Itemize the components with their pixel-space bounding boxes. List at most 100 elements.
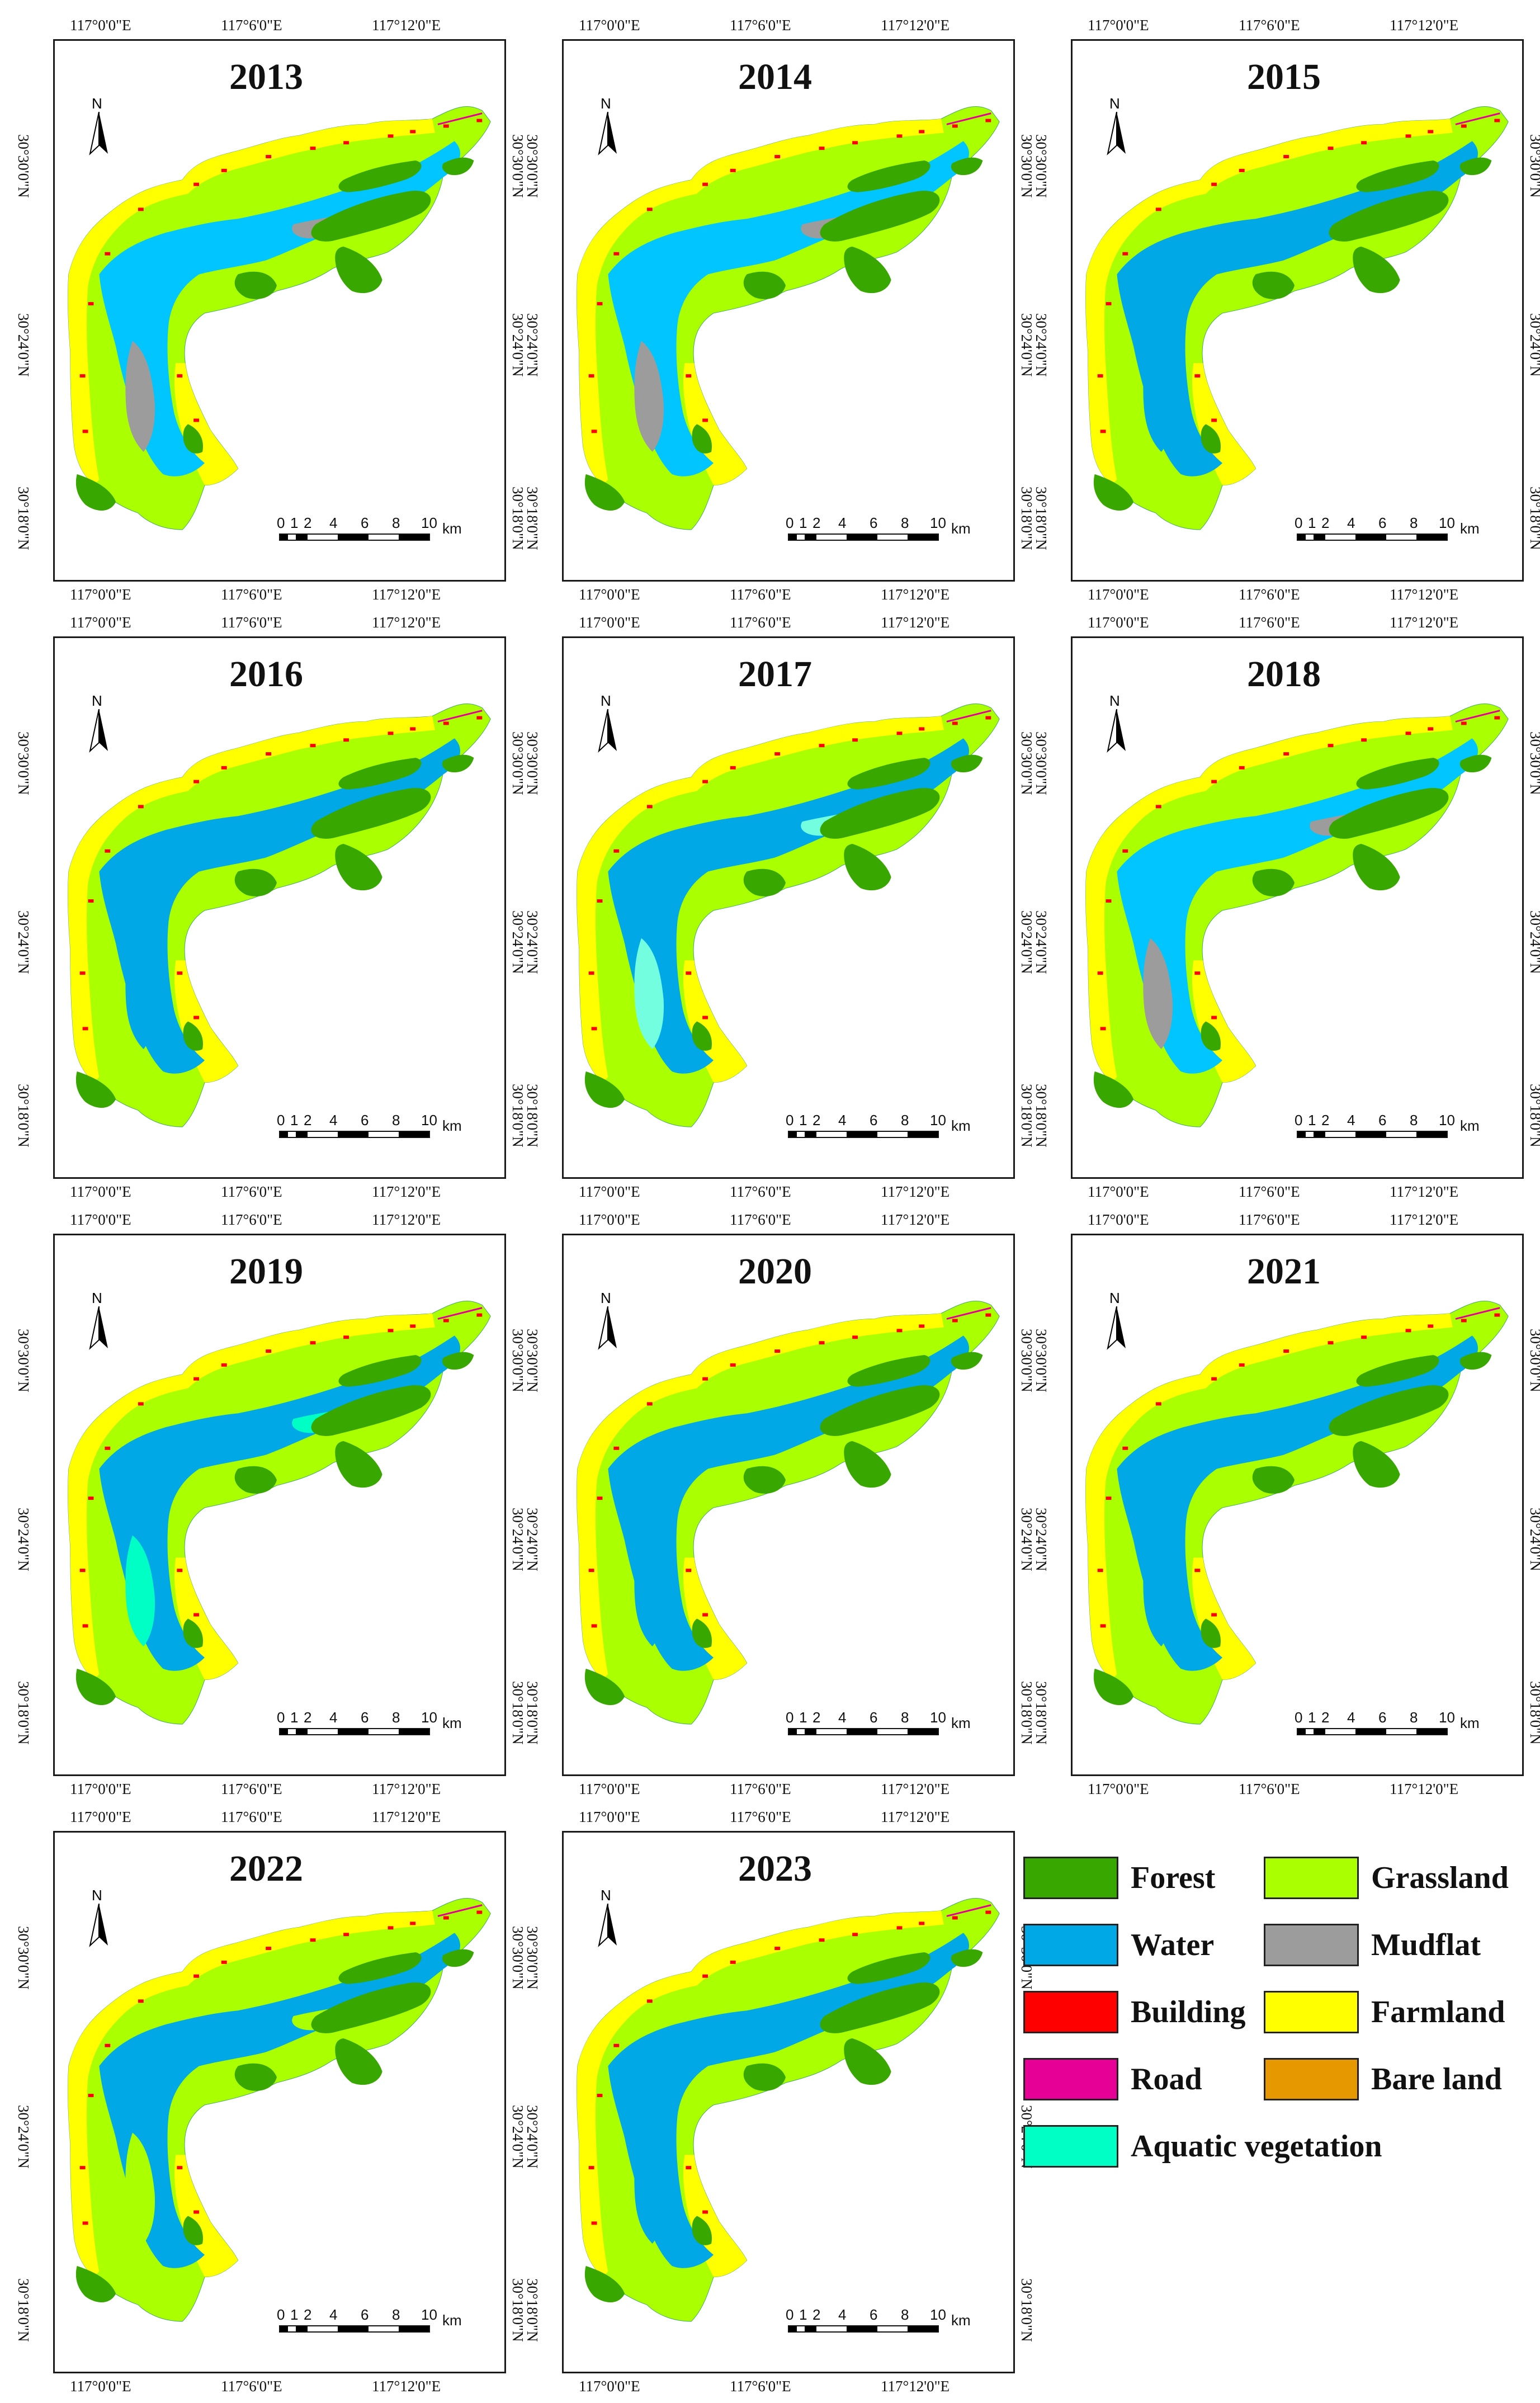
scale-bar-segment [338, 535, 369, 540]
building-patch [1211, 1613, 1217, 1617]
scale-bar-label: 2 [1321, 514, 1330, 531]
forest-area [338, 1355, 422, 1387]
latitude-tick-right: 30°18'0"N [1018, 2278, 1035, 2342]
building-patch [588, 1569, 594, 1573]
scale-bar-label: 2 [304, 2306, 312, 2323]
latitude-tick-left: 30°24'0"N [15, 910, 32, 974]
scale-bar-label: 10 [421, 1112, 437, 1129]
building-patch [774, 752, 781, 756]
farmland-area [68, 1944, 237, 2277]
building-patch [613, 252, 620, 256]
north-label: N [92, 1887, 102, 1904]
forest-area [847, 1952, 930, 1984]
building-patch [1428, 130, 1434, 134]
scale-bar: 0 1 2 4 6 8 10 km [277, 1709, 489, 1754]
scale-bar-segment [796, 535, 805, 540]
scale-bar-label: 8 [1410, 1112, 1418, 1129]
land-cover-map-2022 [68, 1898, 491, 2322]
longitude-tick-bottom: 117°6'0"E [730, 586, 791, 603]
legend-item-building: Building [1023, 1991, 1245, 2033]
scale-bar-segments [788, 2325, 939, 2333]
building-patch [410, 1922, 416, 1925]
longitude-tick-bottom: 117°0'0"E [70, 1183, 131, 1200]
scale-bar-segment [295, 2326, 308, 2331]
scale-bar-segment [280, 1729, 288, 1734]
legend: Forest Grassland Water Mudflat Building Farml… [1023, 1857, 1515, 2203]
map-frame [53, 39, 506, 582]
scale-bar-segments [788, 534, 939, 541]
farmland-area [68, 1347, 237, 1680]
building-patch [702, 1016, 708, 1019]
building-patch [1361, 141, 1367, 145]
building-patch [266, 155, 272, 159]
building-patch [646, 805, 653, 809]
longitude-tick-bottom: 117°6'0"E [730, 2378, 791, 2395]
farmland-area [577, 1944, 746, 2277]
longitude-tick-top: 117°6'0"E [730, 17, 791, 34]
building-patch [1100, 429, 1106, 433]
scale-bar-label: 4 [838, 1709, 847, 1726]
longitude-tick-bottom: 117°0'0"E [579, 2378, 640, 2395]
scale-bar-label: 4 [329, 1709, 338, 1726]
forest-area [183, 1021, 204, 1051]
building-patch [1097, 1569, 1103, 1573]
scale-bar-unit: km [442, 1715, 462, 1731]
scale-bar-segment [1386, 1729, 1416, 1734]
water-area [99, 1933, 460, 2268]
scale-bar-segment [308, 2326, 338, 2331]
forest-area [75, 1071, 116, 1108]
longitude-tick-bottom: 117°12'0"E [372, 586, 441, 603]
scale-bar: 0 1 2 4 6 8 10 km [1295, 1709, 1507, 1754]
building-patch [613, 2043, 620, 2047]
scale-bar-segment [789, 2326, 797, 2331]
longitude-tick-top: 117°12'0"E [1390, 17, 1459, 34]
building-patch [702, 1613, 708, 1617]
latitude-tick-left: 30°18'0"N [524, 1084, 541, 1148]
panel-year-title: 2019 [229, 1251, 303, 1292]
building-patch [1211, 1377, 1217, 1381]
longitude-tick-bottom: 117°6'0"E [221, 1183, 282, 1200]
latitude-tick-left: 30°18'0"N [524, 2278, 541, 2342]
scale-bar-segment [398, 1729, 429, 1734]
panel-year-title: 2017 [738, 654, 812, 695]
scale-bar-label: 6 [870, 2306, 878, 2323]
longitude-tick-bottom: 117°0'0"E [1088, 1781, 1149, 1797]
building-patch [476, 716, 483, 720]
building-patch [82, 429, 88, 433]
north-label: N [1109, 1290, 1120, 1306]
forest-area [1201, 1021, 1221, 1051]
forest-area [1329, 787, 1449, 839]
latitude-tick-left: 30°30'0"N [1033, 731, 1050, 795]
building-patch [774, 1349, 781, 1353]
scale-bar-unit: km [951, 1715, 971, 1731]
longitude-tick-bottom: 117°6'0"E [730, 1781, 791, 1797]
land-cover-map-2021 [1085, 1301, 1509, 1725]
scale-bar-segment [877, 535, 908, 540]
land-cover-map-2013 [68, 106, 491, 530]
scale-bar-segment [1298, 1729, 1306, 1734]
water-area [99, 738, 460, 1074]
latitude-tick-left: 30°30'0"N [524, 731, 541, 795]
north-label: N [601, 692, 611, 709]
scale-bar-segment [847, 2326, 877, 2331]
scale-bar-label: 0 [786, 1112, 794, 1129]
scale-bar-label: 6 [870, 1112, 878, 1129]
building-patch [919, 1324, 925, 1328]
scale-bar-label: 1 [1308, 1112, 1316, 1129]
building-patch [388, 731, 394, 735]
scale-bar-segment [368, 1729, 399, 1734]
scale-bar-label: 2 [812, 2306, 821, 2323]
forest-area [234, 271, 277, 299]
forest-area [311, 787, 431, 839]
building-patch [1211, 182, 1217, 186]
building-patch [1361, 738, 1367, 742]
building-patch [1405, 1329, 1411, 1333]
building-patch [1461, 124, 1467, 128]
scale-bar-label: 4 [1347, 514, 1355, 531]
forest-area [1093, 474, 1134, 511]
map-frame [1071, 1234, 1524, 1776]
longitude-tick-bottom: 117°6'0"E [1239, 1183, 1300, 1200]
forest-area [442, 1352, 474, 1370]
building-patch [443, 1916, 449, 1920]
north-label: N [601, 95, 611, 112]
